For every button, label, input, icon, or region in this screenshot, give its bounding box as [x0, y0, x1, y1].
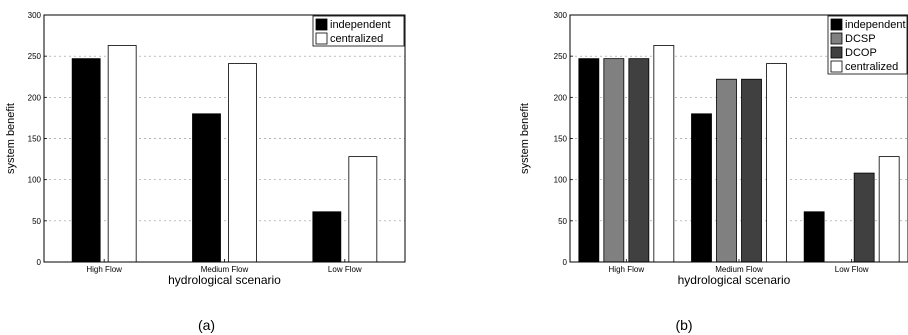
legend-swatch: [315, 18, 328, 31]
y-tick-label: 100: [554, 176, 568, 185]
y-gridlines: [44, 55, 405, 222]
y-tick-label: 100: [28, 176, 42, 185]
y-tick-label: 250: [28, 52, 42, 61]
y-tick-label: 200: [554, 93, 568, 102]
legend: independent DCSP DCOP centralized: [827, 15, 908, 75]
chart-a: system benefit hydrological scenario (a)…: [5, 11, 406, 333]
x-tick-label: Medium Flow: [715, 265, 763, 274]
legend-label: DCSP: [845, 33, 876, 45]
y-tick-label: 50: [558, 217, 567, 226]
y-axis-label: system benefit: [519, 103, 531, 174]
x-tick-label: High Flow: [86, 265, 122, 274]
bar-centralized: [653, 45, 675, 263]
y-tick-label: 300: [28, 11, 42, 20]
bar-dcop: [741, 78, 762, 263]
y-axis-label: system benefit: [5, 103, 17, 174]
legend-swatch: [830, 18, 843, 31]
legend-swatch: [830, 32, 843, 45]
y-tick-label: 0: [563, 258, 568, 267]
x-axis-label: hydrological scenario: [168, 273, 281, 287]
legend: independent centralized: [312, 15, 405, 47]
y-tick-label: 300: [554, 11, 568, 20]
x-tick-label: Low Flow: [328, 265, 362, 274]
y-tick-label: 150: [554, 135, 568, 144]
bar-independent: [578, 58, 600, 263]
subfigure-caption: (b): [675, 317, 692, 333]
bar-dcop: [628, 58, 650, 263]
bar-independent: [312, 211, 342, 263]
bar-centralized: [766, 63, 787, 263]
x-axis-label: hydrological scenario: [678, 273, 791, 287]
x-tick-label: Low Flow: [835, 265, 869, 274]
bar-independent: [803, 211, 825, 263]
y-tick-label: 150: [28, 135, 42, 144]
x-tick-label: High Flow: [609, 265, 645, 274]
legend-swatch: [830, 46, 843, 59]
y-tick-label: 200: [28, 93, 42, 102]
chart-b: system benefit hydrological scenario (b)…: [519, 11, 908, 333]
bar-independent: [691, 113, 712, 263]
bar-dcop: [853, 172, 875, 263]
bar-centralized: [107, 45, 137, 263]
legend-label: independent: [845, 19, 906, 31]
y-tick-label: 250: [554, 52, 568, 61]
legend-label: centralized: [845, 61, 898, 73]
legend-label: DCOP: [845, 47, 877, 59]
y-tick-label: 0: [37, 258, 42, 267]
bar-centralized: [878, 156, 900, 263]
legend-swatch: [315, 32, 328, 45]
subfigure-caption: (a): [198, 317, 215, 333]
bar-independent: [192, 113, 221, 263]
bar-independent: [71, 58, 101, 263]
legend-label: independent: [330, 19, 391, 31]
bar-centralized: [348, 156, 378, 263]
legend-box: [312, 15, 405, 47]
bar-dcsp: [716, 78, 737, 263]
bar-dcsp: [603, 58, 625, 263]
bar-centralized: [228, 63, 257, 263]
x-tick-label: Medium Flow: [201, 265, 249, 274]
y-tick-label: 50: [32, 217, 41, 226]
legend-swatch: [830, 60, 843, 73]
legend-label: centralized: [330, 33, 383, 45]
